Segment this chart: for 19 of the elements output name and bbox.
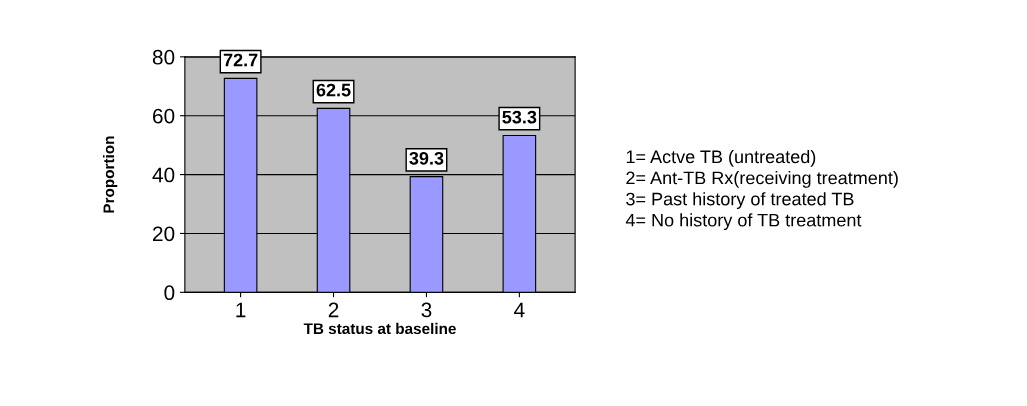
x-tick-label: 4 (514, 302, 525, 318)
x-tick-label: 2 (328, 302, 339, 318)
x-axis-title: TB status at baseline (303, 322, 456, 335)
data-label: 62.5 (316, 83, 351, 97)
text: 2= Ant-TB Rx(receiving treatment) (626, 171, 898, 188)
y-tick-label: 20 (153, 226, 175, 242)
y-tick-label: 60 (153, 108, 175, 124)
y-tick-label: 40 (152, 167, 175, 183)
text: 4= No history of TB treatment (625, 213, 862, 231)
text: 1= Actve TB (untreated) (626, 149, 816, 167)
x-tick-label: 3 (421, 302, 432, 318)
y-tick-label: 80 (152, 49, 175, 65)
data-label: 39.3 (409, 151, 444, 165)
data-label: 72.7 (223, 53, 258, 67)
x-tick-label: 1 (236, 302, 246, 318)
data-label: 53.3 (502, 110, 537, 124)
y-tick-label: 0 (164, 285, 175, 301)
y-axis-title: Proportion (103, 136, 118, 213)
text: 3= Past history of treated TB (626, 192, 854, 209)
